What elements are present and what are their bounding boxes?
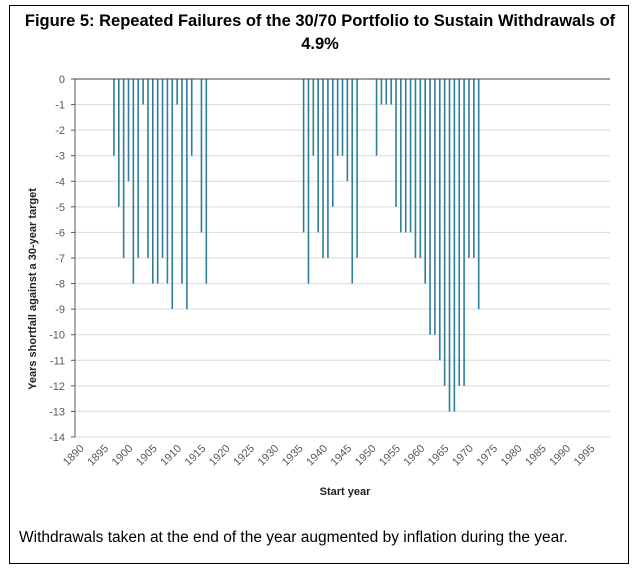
y-tick-label: 0 bbox=[59, 74, 65, 86]
bar bbox=[205, 79, 208, 284]
bar bbox=[190, 79, 193, 156]
bar bbox=[409, 79, 412, 233]
bar bbox=[152, 79, 154, 284]
x-tick-label: 1970 bbox=[450, 443, 476, 469]
bar bbox=[404, 79, 407, 233]
x-tick-label: 1925 bbox=[231, 443, 257, 469]
bar bbox=[385, 79, 388, 105]
bar bbox=[176, 79, 178, 105]
bar bbox=[113, 79, 115, 156]
bar bbox=[434, 79, 436, 335]
bar bbox=[443, 79, 446, 386]
bar bbox=[453, 79, 456, 412]
bar bbox=[395, 79, 397, 207]
bar bbox=[400, 79, 402, 233]
bar bbox=[414, 79, 417, 258]
bar bbox=[200, 79, 203, 233]
x-tick-label: 1955 bbox=[377, 443, 403, 469]
x-tick-label: 1890 bbox=[61, 443, 87, 469]
x-tick-label: 1935 bbox=[280, 443, 306, 469]
x-tick-label: 1960 bbox=[402, 443, 428, 469]
y-tick-label: -2 bbox=[55, 125, 65, 137]
x-tick-label: 1990 bbox=[547, 443, 573, 469]
bar bbox=[156, 79, 159, 284]
y-tick-label: -13 bbox=[49, 406, 65, 418]
y-tick-label: -10 bbox=[49, 330, 65, 342]
bar bbox=[356, 79, 358, 258]
bar bbox=[302, 79, 305, 233]
bar bbox=[181, 79, 183, 284]
bar bbox=[331, 79, 334, 207]
x-tick-label: 1900 bbox=[110, 443, 136, 469]
y-tick-label: -9 bbox=[55, 304, 65, 316]
bar bbox=[142, 79, 144, 105]
bar-chart: 0 -1 -2 -3 -4 -5 -6 -7 -8 -9 -10 -11 -12 -13 -14189018… bbox=[27, 74, 610, 498]
x-tick-label: 1995 bbox=[572, 443, 598, 469]
x-tick-label: 1920 bbox=[207, 443, 233, 469]
bar bbox=[127, 79, 130, 182]
x-tick-label: 1985 bbox=[523, 443, 549, 469]
x-tick-label: 1950 bbox=[353, 443, 379, 469]
y-tick-label: -12 bbox=[49, 381, 65, 393]
bar bbox=[429, 79, 431, 335]
bar bbox=[147, 79, 149, 258]
bar bbox=[473, 79, 475, 258]
bar bbox=[336, 79, 339, 156]
bar bbox=[137, 79, 140, 258]
y-tick-label: -8 bbox=[55, 279, 65, 291]
bar bbox=[390, 79, 392, 105]
x-tick-label: 1905 bbox=[134, 443, 160, 469]
bar bbox=[375, 79, 378, 156]
y-tick-label: -7 bbox=[55, 253, 65, 265]
y-tick-label: -11 bbox=[50, 355, 65, 367]
x-axis-title: Start year bbox=[320, 486, 371, 498]
x-tick-label: 1975 bbox=[474, 443, 500, 469]
bar bbox=[122, 79, 125, 258]
bar bbox=[312, 79, 315, 156]
y-tick-label: -5 bbox=[55, 202, 65, 214]
y-tick-label: -4 bbox=[55, 176, 65, 188]
bar bbox=[346, 79, 349, 182]
bar bbox=[132, 79, 135, 284]
bar bbox=[307, 79, 310, 284]
x-tick-label: 1910 bbox=[158, 443, 184, 469]
bar bbox=[341, 79, 344, 156]
x-tick-label: 1930 bbox=[256, 443, 282, 469]
bar bbox=[380, 79, 383, 105]
chart-title: Figure 5: Repeated Failures of the 30/70… bbox=[24, 12, 616, 53]
y-axis-title: Years shortfall against a 30-year target bbox=[27, 188, 39, 390]
bar bbox=[166, 79, 169, 284]
bar bbox=[468, 79, 470, 258]
bar bbox=[463, 79, 465, 386]
y-tick-label: -3 bbox=[55, 151, 65, 163]
bar bbox=[448, 79, 451, 412]
bar bbox=[477, 79, 480, 310]
bar bbox=[317, 79, 319, 233]
bar bbox=[419, 79, 422, 258]
x-tick-label: 1895 bbox=[85, 443, 111, 469]
bar bbox=[186, 79, 188, 310]
x-tick-label: 1945 bbox=[329, 443, 355, 469]
y-tick-label: -14 bbox=[49, 432, 65, 444]
x-tick-label: 1965 bbox=[426, 443, 452, 469]
bar bbox=[161, 79, 164, 258]
bar bbox=[171, 79, 174, 310]
bar bbox=[424, 79, 426, 284]
bar bbox=[117, 79, 120, 207]
figure-caption: Withdrawals taken at the end of the year… bbox=[19, 529, 568, 546]
figure-frame: Figure 5: Repeated Failures of the 30/70… bbox=[9, 5, 629, 564]
y-tick-label: -1 bbox=[55, 100, 65, 112]
bar bbox=[438, 79, 441, 361]
x-tick-label: 1980 bbox=[499, 443, 525, 469]
bar bbox=[322, 79, 324, 258]
x-tick-label: 1915 bbox=[183, 443, 209, 469]
y-tick-label: -6 bbox=[55, 227, 65, 239]
bar bbox=[351, 79, 354, 284]
bar bbox=[327, 79, 329, 258]
bar bbox=[458, 79, 461, 386]
x-tick-label: 1940 bbox=[304, 443, 330, 469]
